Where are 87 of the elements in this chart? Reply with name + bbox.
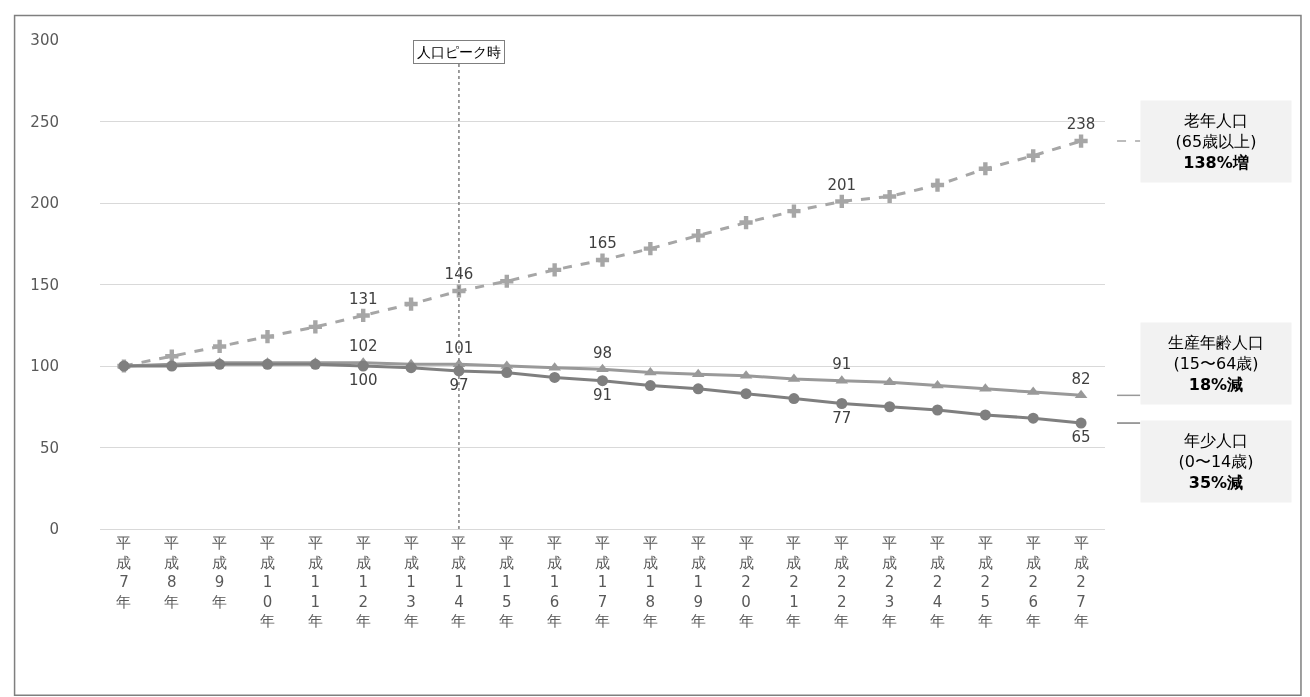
- y-tick-label: 300: [30, 31, 59, 50]
- x-tick-label: 平成27年: [1073, 534, 1089, 630]
- point: [357, 360, 369, 372]
- x-tick-label: 平成26年: [1025, 534, 1041, 630]
- point: [787, 204, 801, 218]
- data-label: 102: [348, 337, 378, 356]
- point: [1074, 389, 1088, 399]
- data-label: 91: [592, 385, 613, 404]
- point: [740, 388, 752, 400]
- x-tick-label: 平成16年: [547, 534, 563, 630]
- x-tick-label: 平成11年: [307, 534, 323, 630]
- point: [836, 397, 848, 409]
- x-tick-label: 平成9年: [212, 534, 228, 611]
- y-tick-label: 200: [30, 194, 59, 213]
- x-tick-label: 平成15年: [499, 534, 515, 630]
- data-label: 65: [1071, 428, 1091, 447]
- x-tick-label: 平成19年: [690, 534, 706, 630]
- point: [932, 404, 943, 416]
- x-tick-label: 平成12年: [355, 534, 371, 630]
- x-tick-label: 平成8年: [164, 534, 180, 611]
- point: [691, 229, 705, 243]
- data-label: 201: [827, 175, 857, 194]
- x-tick-label: 平成24年: [930, 534, 945, 630]
- data-label: 98: [592, 343, 613, 362]
- data-label: 91: [832, 355, 852, 374]
- point: [739, 215, 753, 230]
- point: [549, 371, 561, 383]
- point: [262, 358, 273, 370]
- text: 年少人口 (0〜14歳) 35%減: [1178, 431, 1254, 492]
- point: [692, 383, 704, 395]
- point: [644, 380, 656, 392]
- data-label: 165: [588, 234, 617, 253]
- point: [1026, 149, 1040, 163]
- x-tick-label: 平成13年: [403, 534, 419, 630]
- point: [500, 274, 514, 288]
- data-label: 146: [444, 265, 474, 284]
- point: [1027, 412, 1039, 424]
- point: [930, 178, 945, 192]
- data-label: 82: [1071, 369, 1091, 388]
- point: [978, 162, 992, 176]
- point: [501, 367, 513, 379]
- point: [597, 375, 608, 387]
- point: [596, 363, 609, 373]
- text: 老年人口 (65歳以上) 138%増: [1175, 111, 1257, 172]
- data-label: 77: [832, 408, 852, 427]
- point: [405, 362, 417, 374]
- point: [788, 393, 800, 405]
- x-tick-label: 平成22年: [834, 534, 850, 630]
- data-label: 97: [449, 376, 469, 395]
- x-tick-label: 平成14年: [451, 534, 467, 630]
- x-tick-label: 平成23年: [882, 534, 898, 630]
- y-tick-label: 50: [39, 438, 59, 457]
- x-tick-label: 平成21年: [786, 534, 802, 630]
- point: [979, 409, 991, 421]
- point: [356, 308, 370, 323]
- point: [883, 189, 897, 204]
- y-tick-label: 100: [30, 357, 59, 376]
- point: [643, 242, 657, 256]
- text: 生産年齢人口 (15〜64歳) 18%減: [1168, 333, 1264, 394]
- data-label: 101: [444, 338, 474, 357]
- data-label: 131: [348, 289, 378, 308]
- data-label: 238: [1066, 115, 1096, 134]
- y-tick-label: 150: [30, 275, 59, 294]
- point: [548, 263, 562, 277]
- point: [260, 330, 275, 344]
- point: [404, 297, 418, 311]
- point: [166, 360, 178, 372]
- ref-line-label: 人口ピーク時: [417, 44, 501, 60]
- point: [884, 401, 896, 413]
- data-label: 100: [348, 371, 378, 390]
- x-tick-label: 平成20年: [738, 534, 754, 630]
- point: [595, 253, 610, 267]
- point: [309, 358, 321, 370]
- y-tick-label: 0: [49, 520, 59, 539]
- point: [883, 376, 896, 386]
- x-tick-label: 平成7年: [116, 534, 132, 611]
- x-tick-label: 平成17年: [595, 534, 610, 630]
- x-tick-label: 平成10年: [260, 534, 275, 630]
- point: [214, 358, 226, 370]
- x-tick-label: 平成25年: [977, 534, 993, 630]
- point: [1075, 417, 1087, 429]
- point: [308, 320, 322, 334]
- y-tick-label: 250: [30, 112, 59, 131]
- point: [835, 194, 849, 208]
- point: [1074, 134, 1088, 148]
- x-tick-label: 平成18年: [642, 534, 658, 630]
- point: [213, 339, 227, 354]
